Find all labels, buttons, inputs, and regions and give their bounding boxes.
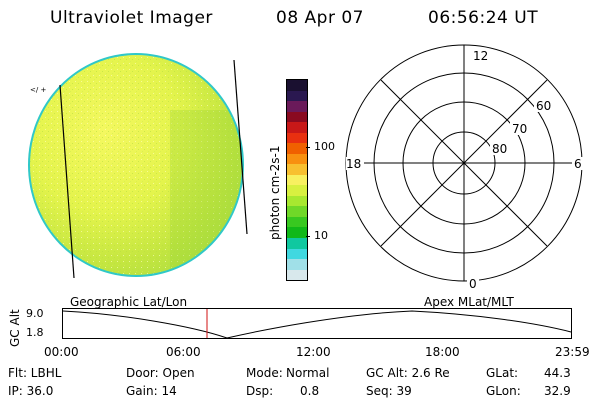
- x-tick-1800: 18:00: [425, 345, 460, 359]
- dsp-label: Dsp:: [246, 384, 274, 398]
- colorbar-segment: [287, 259, 307, 270]
- colorbar-segment: [287, 227, 307, 238]
- colorbar-segment: [287, 248, 307, 260]
- glon-value: 32.9: [544, 384, 571, 398]
- colorbar-segment: [287, 237, 307, 249]
- x-tick-0000: 00:00: [44, 345, 79, 359]
- timeline-axis-label: GC Alt: [8, 309, 22, 347]
- colorbar-segment: [287, 101, 307, 112]
- lat-label-60: 60: [536, 99, 551, 113]
- gain-info: Gain: 14: [126, 384, 177, 398]
- door-info: Door: Open: [126, 366, 195, 380]
- time-label: 06:56:24 UT: [428, 8, 539, 28]
- colorbar: [286, 79, 308, 281]
- colorbar-segment: [287, 185, 307, 196]
- gc-alt-curve: [62, 310, 572, 339]
- glat-label: GLat:: [486, 366, 519, 380]
- mode-value: Normal: [286, 366, 330, 380]
- mlt-line-diag-2: [380, 79, 548, 247]
- colorbar-segment: [287, 132, 307, 144]
- timeline-frame: [62, 308, 572, 339]
- colorbar-label-10: 10: [314, 229, 328, 242]
- colorbar-segment: [287, 143, 307, 154]
- glon-label: GLon:: [486, 384, 521, 398]
- terminator-line-left: [59, 84, 75, 279]
- colorbar-segment: [287, 164, 307, 175]
- lat-label-80: 80: [492, 142, 507, 156]
- colorbar-segment: [287, 80, 307, 91]
- colorbar-unit-label: photon cm-2s-1: [268, 145, 282, 241]
- colorbar-segment: [287, 174, 307, 186]
- colorbar-label-100: 100: [314, 140, 335, 153]
- colorbar-segment: [287, 122, 307, 133]
- timeline-ymin: 1.8: [26, 326, 44, 339]
- colorbar-segment: [287, 269, 307, 281]
- ip-info: IP: 36.0: [8, 384, 54, 398]
- terminator-line-right: [233, 59, 248, 235]
- glat-value: 44.3: [544, 366, 571, 380]
- dsp-value: 0.8: [300, 384, 320, 398]
- polar-plot: 12 18 6 0 60 70 80: [345, 44, 584, 291]
- colorbar-tick-100: [306, 147, 310, 148]
- timeline-ymax: 9.0: [26, 307, 44, 320]
- filter-info: Flt: LBHL: [8, 366, 62, 380]
- colorbar-segment: [287, 111, 307, 123]
- lat-label-70: 70: [512, 122, 527, 136]
- gc-alt-info: GC Alt: 2.6 Re: [366, 366, 450, 380]
- colorbar-segment: [287, 90, 307, 102]
- timeline-left-title: Geographic Lat/Lon: [70, 295, 188, 309]
- colorbar-segment: [287, 195, 307, 207]
- mlt-label-6: 6: [574, 157, 582, 171]
- mlt-label-18: 18: [346, 157, 361, 171]
- date-label: 08 Apr 07: [276, 8, 364, 28]
- x-tick-2359: 23:59: [555, 345, 590, 359]
- timeline-right-title: Apex MLat/MLT: [424, 295, 514, 309]
- gc-alt-timeline: [62, 308, 572, 339]
- instrument-title: Ultraviolet Imager: [50, 8, 213, 28]
- colorbar-segment: [287, 206, 307, 217]
- colorbar-tick-10: [306, 236, 310, 237]
- colorbar-segment: [287, 153, 307, 165]
- x-tick-1200: 12:00: [296, 345, 331, 359]
- orbit-marker: </ +: [30, 86, 46, 94]
- mlt-label-0: 0: [469, 277, 477, 291]
- colorbar-segment: [287, 216, 307, 228]
- seq-info: Seq: 39: [366, 384, 412, 398]
- mode-label: Mode:: [246, 366, 283, 380]
- mlt-label-12: 12: [473, 49, 488, 63]
- x-tick-0600: 06:00: [166, 345, 201, 359]
- uv-earth-image: </ +: [28, 53, 248, 279]
